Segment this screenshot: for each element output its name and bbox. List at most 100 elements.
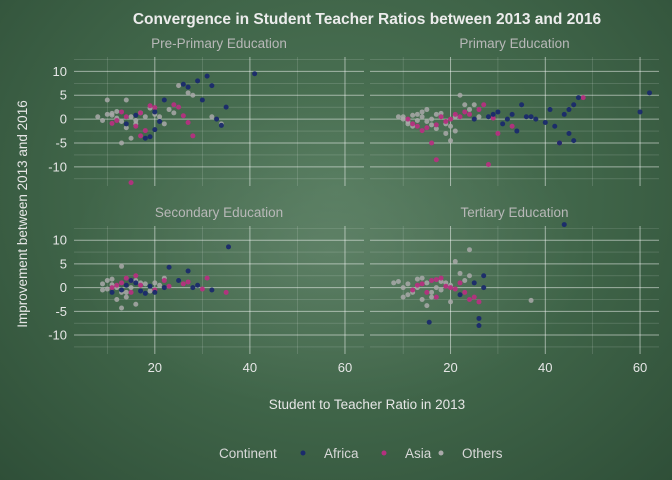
data-point-africa	[481, 273, 487, 279]
data-point-others	[419, 275, 425, 281]
x-tick-label: 20	[443, 360, 457, 375]
data-point-others	[209, 114, 215, 120]
data-point-asia	[419, 281, 425, 287]
data-point-others	[448, 138, 454, 144]
x-tick-label: 60	[633, 360, 647, 375]
data-point-asia	[485, 162, 491, 167]
data-point-africa	[542, 119, 548, 125]
legend-key-asia	[381, 450, 387, 456]
data-point-others	[457, 92, 463, 98]
data-point-africa	[471, 116, 477, 122]
data-point-asia	[152, 105, 158, 111]
data-point-others	[114, 108, 120, 114]
y-tick-label: 10	[53, 64, 67, 79]
data-point-others	[405, 121, 411, 127]
data-point-others	[429, 289, 435, 295]
data-point-asia	[438, 114, 444, 120]
data-point-asia	[128, 289, 134, 295]
data-point-africa	[485, 114, 491, 120]
data-point-africa	[190, 285, 196, 291]
data-point-others	[433, 285, 439, 291]
data-point-asia	[452, 111, 458, 117]
legend-label-others: Others	[462, 446, 503, 461]
facet-title: Tertiary Education	[460, 205, 568, 220]
data-point-africa	[138, 288, 144, 294]
data-point-africa	[519, 102, 525, 108]
data-point-africa	[514, 128, 520, 134]
data-point-africa	[490, 111, 496, 117]
data-point-asia	[223, 289, 229, 295]
data-point-others	[152, 280, 158, 286]
data-point-others	[400, 114, 406, 120]
legend-key-others	[438, 450, 444, 456]
facet-title: Secondary Education	[155, 205, 283, 220]
data-point-others	[405, 292, 411, 298]
data-point-asia	[176, 104, 182, 110]
legend-title: Continent	[219, 446, 277, 461]
data-point-others	[157, 114, 163, 120]
legend-label-asia: Asia	[405, 446, 432, 461]
data-point-others	[104, 286, 110, 292]
data-point-asia	[466, 111, 472, 117]
data-point-asia	[471, 294, 477, 300]
data-point-asia	[495, 130, 501, 136]
data-point-africa	[152, 289, 158, 295]
data-point-asia	[119, 109, 125, 115]
data-point-africa	[471, 280, 477, 286]
y-tick-label: -5	[55, 304, 67, 319]
data-point-africa	[166, 264, 172, 270]
data-point-asia	[490, 115, 496, 121]
data-point-asia	[414, 282, 420, 288]
x-tick-label: 40	[243, 360, 257, 375]
data-point-asia	[429, 140, 435, 146]
data-point-others	[466, 107, 472, 113]
data-point-africa	[533, 116, 539, 122]
data-point-others	[400, 285, 406, 291]
data-point-others	[395, 278, 401, 284]
data-point-asia	[438, 275, 444, 281]
data-point-africa	[209, 83, 215, 89]
data-point-africa	[575, 95, 581, 101]
data-point-africa	[123, 121, 129, 127]
data-point-others	[100, 281, 106, 287]
data-point-asia	[433, 122, 439, 128]
y-tick-label: -10	[48, 328, 67, 343]
data-point-asia	[199, 286, 205, 292]
data-point-asia	[204, 275, 210, 281]
data-point-asia	[481, 102, 487, 108]
data-point-others	[123, 294, 129, 300]
data-point-others	[457, 270, 463, 276]
data-point-others	[114, 296, 120, 302]
data-point-others	[429, 294, 435, 300]
data-point-africa	[426, 319, 432, 325]
data-point-africa	[566, 130, 572, 136]
data-point-others	[429, 116, 435, 122]
data-point-others	[109, 112, 115, 118]
facet-title: Pre-Primary Education	[151, 36, 287, 51]
data-point-africa	[528, 114, 534, 120]
data-point-others	[100, 287, 106, 293]
data-point-africa	[457, 292, 463, 298]
data-point-africa	[504, 116, 510, 122]
data-point-others	[419, 109, 425, 115]
data-point-asia	[410, 121, 416, 127]
data-point-asia	[476, 107, 482, 113]
data-point-africa	[195, 282, 201, 288]
data-point-asia	[138, 282, 144, 288]
data-point-others	[119, 305, 125, 311]
x-axis-title: Student to Teacher Ratio in 2013	[269, 397, 465, 412]
legend-label-africa: Africa	[324, 446, 359, 461]
data-point-africa	[561, 111, 567, 117]
facet-title: Primary Education	[459, 36, 569, 51]
data-point-asia	[410, 287, 416, 293]
data-point-others	[185, 90, 191, 96]
data-point-asia	[133, 123, 139, 129]
data-point-africa	[495, 109, 501, 115]
data-point-africa	[561, 222, 567, 228]
data-point-africa	[142, 135, 148, 141]
data-point-asia	[443, 283, 449, 289]
legend-key-africa	[300, 450, 306, 456]
data-point-africa	[218, 122, 224, 128]
data-point-others	[466, 247, 472, 253]
data-point-africa	[152, 127, 158, 133]
